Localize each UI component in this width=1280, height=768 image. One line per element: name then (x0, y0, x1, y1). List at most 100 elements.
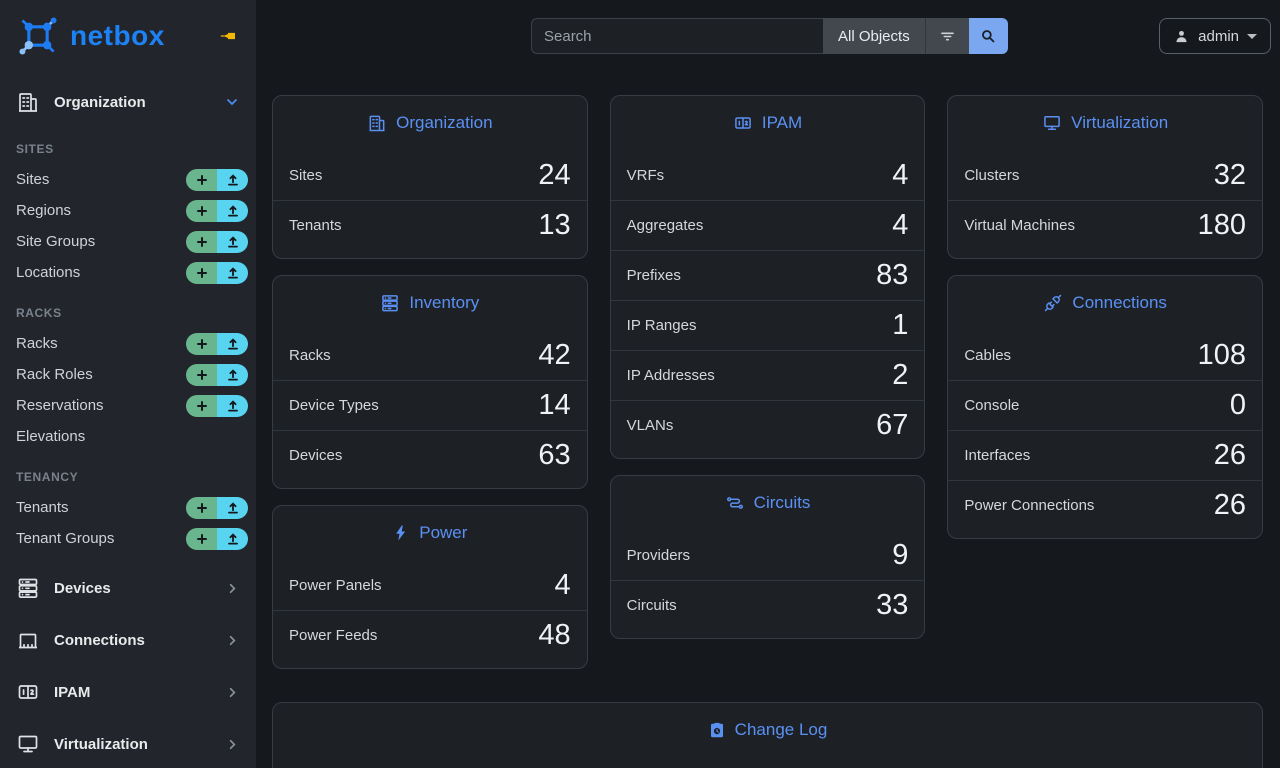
stat-value-link[interactable]: 32 (1213, 158, 1247, 191)
stat-value-link[interactable]: 1 (892, 309, 909, 341)
monitor-icon (1042, 113, 1062, 133)
card-ipam: IPAM VRFs 4 Aggregates 4 Prefixes (609, 95, 926, 459)
card-organization: Organization Sites 24 Tenants 13 (272, 95, 588, 259)
stat-row: Power Feeds 48 (273, 610, 587, 660)
stat-value-link[interactable]: 9 (892, 538, 909, 571)
search-button[interactable] (968, 18, 1008, 54)
sidebar-menu-virtualization[interactable]: Virtualization (0, 718, 256, 768)
import-button[interactable] (217, 527, 248, 550)
sidebar-menu-organization[interactable]: Organization (0, 80, 256, 124)
stat-row: Interfaces 26 (948, 430, 1263, 480)
stat-row: Virtual Machines 180 (948, 200, 1263, 250)
stat-row: VLANs 67 (610, 400, 925, 450)
search-scope-button[interactable]: All Objects (823, 18, 925, 54)
sidebar-menu-ipam[interactable]: IPAM (0, 666, 256, 718)
import-button[interactable] (217, 230, 248, 253)
add-button[interactable] (186, 261, 217, 284)
group-label-racks: RACKS (16, 306, 62, 320)
stat-value-link[interactable]: 4 (892, 209, 909, 241)
card-title: Inventory (273, 276, 587, 322)
sidebar-menu-devices[interactable]: Devices (0, 562, 256, 614)
chevron-right-icon (225, 633, 240, 648)
dashboard-column-3: Virtualization Clusters 32 Virtual Machi… (947, 95, 1264, 685)
import-button[interactable] (217, 261, 248, 284)
import-button[interactable] (217, 199, 248, 222)
sidebar-item-regions[interactable]: Regions (0, 195, 256, 226)
counter-icon (733, 113, 753, 133)
sidebar-item-tenant-groups[interactable]: Tenant Groups (0, 523, 256, 554)
sidebar-item-tenants[interactable]: Tenants (0, 492, 256, 523)
stat-value-link[interactable]: 42 (538, 338, 571, 371)
sidebar-nav: Organization SITES Sites Regions Site Gr… (0, 72, 256, 768)
netbox-wordmark[interactable]: netbox (70, 20, 165, 51)
stat-value-link[interactable]: 13 (538, 209, 571, 241)
stat-value-link[interactable]: 2 (892, 359, 909, 391)
sidebar-item-elevations[interactable]: Elevations (16, 428, 86, 445)
pin-sidebar-icon[interactable] (218, 26, 238, 46)
sidebar-item-locations[interactable]: Locations (0, 257, 256, 288)
search-input[interactable] (531, 18, 823, 54)
stat-value-link[interactable]: 67 (876, 409, 909, 441)
chevron-down-icon (224, 94, 240, 110)
add-button[interactable] (186, 168, 217, 191)
add-button[interactable] (186, 199, 217, 222)
add-button[interactable] (186, 332, 217, 355)
group-label-tenancy: TENANCY (16, 470, 79, 484)
building-icon (367, 113, 387, 133)
stat-row: Racks 42 (289, 338, 571, 371)
card-title: Virtualization (948, 96, 1262, 142)
add-button[interactable] (186, 394, 217, 417)
stat-value-link[interactable]: 108 (1197, 338, 1247, 371)
search-group: All Objects (531, 18, 1008, 54)
add-button[interactable] (186, 496, 217, 519)
sidebar-item-sites[interactable]: Sites (0, 164, 256, 195)
stat-value-link[interactable]: 26 (1213, 439, 1247, 471)
sidebar-item-racks[interactable]: Racks (0, 328, 256, 359)
user-menu-button[interactable]: admin (1159, 18, 1271, 54)
stat-row: VRFs 4 (626, 158, 909, 191)
import-button[interactable] (217, 394, 248, 417)
add-button[interactable] (186, 527, 217, 550)
lightning-bolt-icon (392, 524, 410, 542)
stat-row: IP Addresses 2 (610, 350, 925, 400)
caret-down-icon (1247, 33, 1257, 39)
stat-value-link[interactable]: 26 (1213, 489, 1247, 521)
stat-row: Prefixes 83 (610, 250, 925, 300)
add-button[interactable] (186, 230, 217, 253)
stat-value-link[interactable]: 180 (1197, 209, 1247, 241)
chevron-right-icon (225, 581, 240, 596)
sidebar-item-site-groups[interactable]: Site Groups (0, 226, 256, 257)
stat-value-link[interactable]: 63 (538, 439, 571, 471)
chevron-right-icon (225, 685, 240, 700)
stat-row: IP Ranges 1 (610, 300, 925, 350)
stat-value-link[interactable]: 0 (1229, 389, 1247, 421)
chevron-right-icon (225, 737, 240, 752)
stat-value-link[interactable]: 48 (538, 619, 571, 651)
card-title: Power (273, 506, 587, 552)
sidebar-item-reservations[interactable]: Reservations (0, 390, 256, 421)
stat-value-link[interactable]: 33 (876, 589, 909, 621)
dashboard-column-2: IPAM VRFs 4 Aggregates 4 Prefixes (609, 95, 926, 685)
stat-row: Power Panels 4 (289, 568, 571, 601)
card-title: Connections (948, 276, 1262, 322)
add-button[interactable] (186, 363, 217, 386)
dashboard: Organization Sites 24 Tenants 13 (256, 72, 1280, 768)
import-button[interactable] (217, 496, 248, 519)
import-button[interactable] (217, 332, 248, 355)
group-label-sites: SITES (16, 142, 54, 156)
import-button[interactable] (217, 168, 248, 191)
building-icon (16, 90, 40, 114)
sidebar-item-rack-roles[interactable]: Rack Roles (0, 359, 256, 390)
ethernet-port-icon (16, 628, 40, 652)
stat-value-link[interactable]: 4 (892, 158, 909, 191)
stat-value-link[interactable]: 14 (538, 389, 571, 421)
import-button[interactable] (217, 363, 248, 386)
search-icon (979, 27, 997, 45)
stat-value-link[interactable]: 4 (554, 568, 571, 601)
netbox-logo-icon[interactable] (16, 14, 60, 58)
stat-value-link[interactable]: 83 (876, 259, 909, 291)
stat-value-link[interactable]: 24 (538, 158, 571, 191)
sidebar: netbox Organization SITES Sites (0, 0, 256, 768)
sidebar-menu-connections[interactable]: Connections (0, 614, 256, 666)
filter-button[interactable] (924, 18, 969, 54)
